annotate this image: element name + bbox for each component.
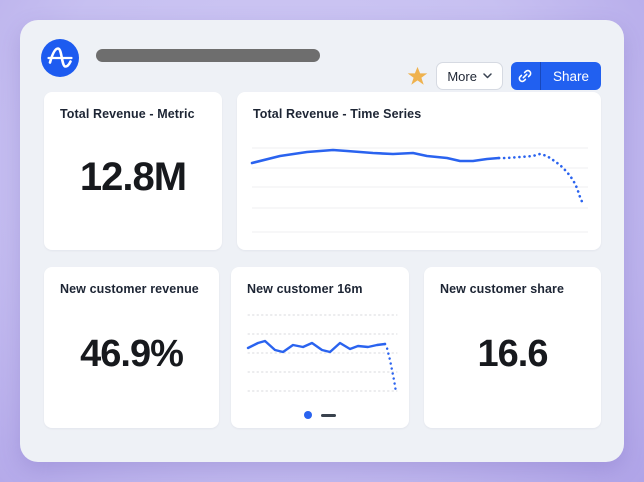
time-series-chart: [250, 147, 588, 233]
card-new-customer-16m[interactable]: New customer 16m: [231, 267, 409, 428]
star-icon: [408, 66, 428, 85]
legend-dot-marker: [304, 411, 312, 419]
chevron-down-icon: [483, 73, 492, 79]
more-button-label: More: [447, 68, 477, 84]
chart-legend: [231, 411, 409, 419]
share-button[interactable]: Share: [510, 62, 601, 90]
chain-link-icon: [519, 69, 532, 83]
card-title: New customer revenue: [60, 282, 199, 296]
metric-value: 46.9%: [80, 332, 184, 375]
metric-value: 12.8M: [79, 155, 187, 199]
header-actions: More Share: [407, 62, 601, 90]
star-favorite-icon[interactable]: [407, 66, 428, 87]
amplitude-logo[interactable]: [41, 39, 79, 77]
share-button-divider: [539, 62, 541, 90]
card-title: New customer share: [440, 282, 565, 296]
metric-area: 46.9%: [44, 288, 219, 420]
card-title: Total Revenue - Metric: [60, 107, 195, 121]
card-title: New customer 16m: [247, 282, 363, 296]
card-total-revenue-metric[interactable]: Total Revenue - Metric 12.8M: [44, 92, 222, 250]
link-icon[interactable]: [511, 62, 540, 90]
card-new-customer-revenue[interactable]: New customer revenue 46.9%: [44, 267, 219, 428]
metric-area: 12.8M: [44, 113, 222, 242]
dashboard-title-redacted: [96, 49, 320, 62]
metric-value: 16.6: [477, 332, 549, 375]
legend-line-marker: [321, 413, 336, 417]
card-title: Total Revenue - Time Series: [253, 107, 422, 121]
card-total-revenue-time-series[interactable]: Total Revenue - Time Series: [237, 92, 601, 250]
more-button[interactable]: More: [436, 62, 503, 90]
card-new-customer-share[interactable]: New customer share 16.6: [424, 267, 601, 428]
share-button-label: Share: [552, 68, 589, 84]
small-line-chart: [246, 314, 398, 394]
amplitude-wave-icon: [47, 47, 73, 68]
metric-area: 16.6: [424, 288, 601, 420]
dashboard-panel: More Share: [20, 20, 624, 462]
